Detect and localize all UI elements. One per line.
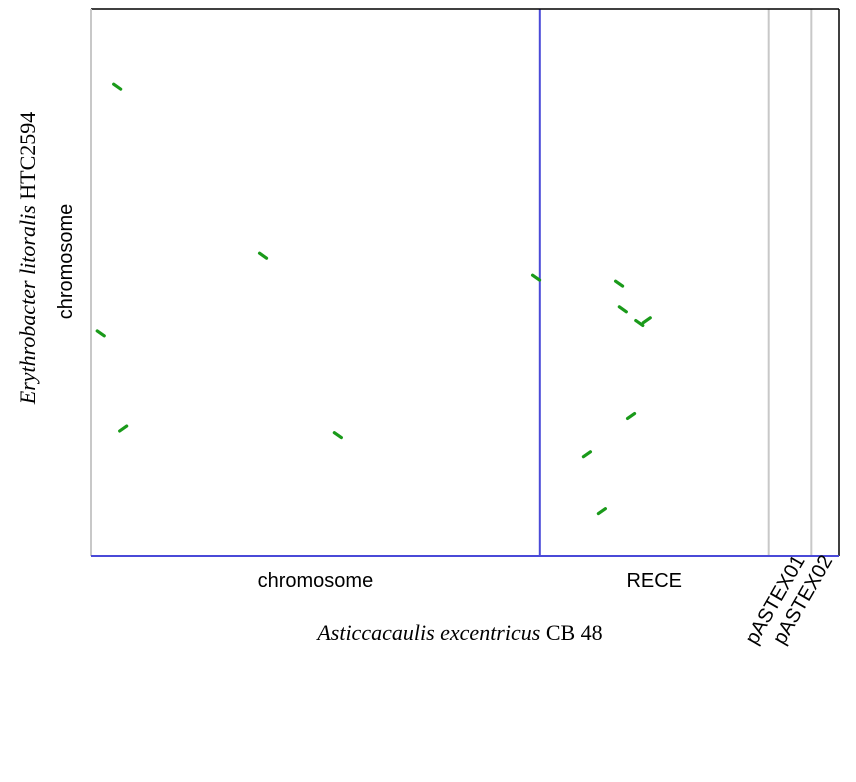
alignment-point <box>257 251 269 260</box>
y-sequence-label: chromosome <box>55 204 77 320</box>
alignment-point <box>118 424 129 433</box>
alignment-point <box>641 316 652 325</box>
alignment-point <box>596 507 607 516</box>
alignment-point <box>617 305 628 314</box>
x-genome-name: Asticcacaulis excentricus <box>315 620 540 645</box>
x-genome-strain: CB 48 <box>546 620 603 645</box>
x-axis-title: Asticcacaulis excentricus CB 48 <box>315 620 602 645</box>
alignment-point <box>634 318 645 328</box>
alignment-point <box>625 411 637 421</box>
alignment-point <box>581 450 593 459</box>
alignment-point <box>613 279 625 288</box>
y-sequence-labels: chromosome <box>55 204 77 320</box>
y-genome-name: Erythrobacter litoralis <box>15 205 40 405</box>
y-axis-title: Erythrobacter litoralis HTC2594 <box>15 112 40 406</box>
x-sequence-label: chromosome <box>258 570 374 592</box>
alignment-point <box>95 329 106 338</box>
alignment-points <box>95 82 652 516</box>
sequence-boundaries <box>538 9 813 556</box>
plot-frame <box>90 8 840 557</box>
alignment-point <box>332 431 343 440</box>
alignment-point <box>112 82 123 91</box>
alignment-point <box>530 273 542 282</box>
y-genome-strain: HTC2594 <box>15 112 40 200</box>
x-sequence-label: RECE <box>626 570 682 592</box>
